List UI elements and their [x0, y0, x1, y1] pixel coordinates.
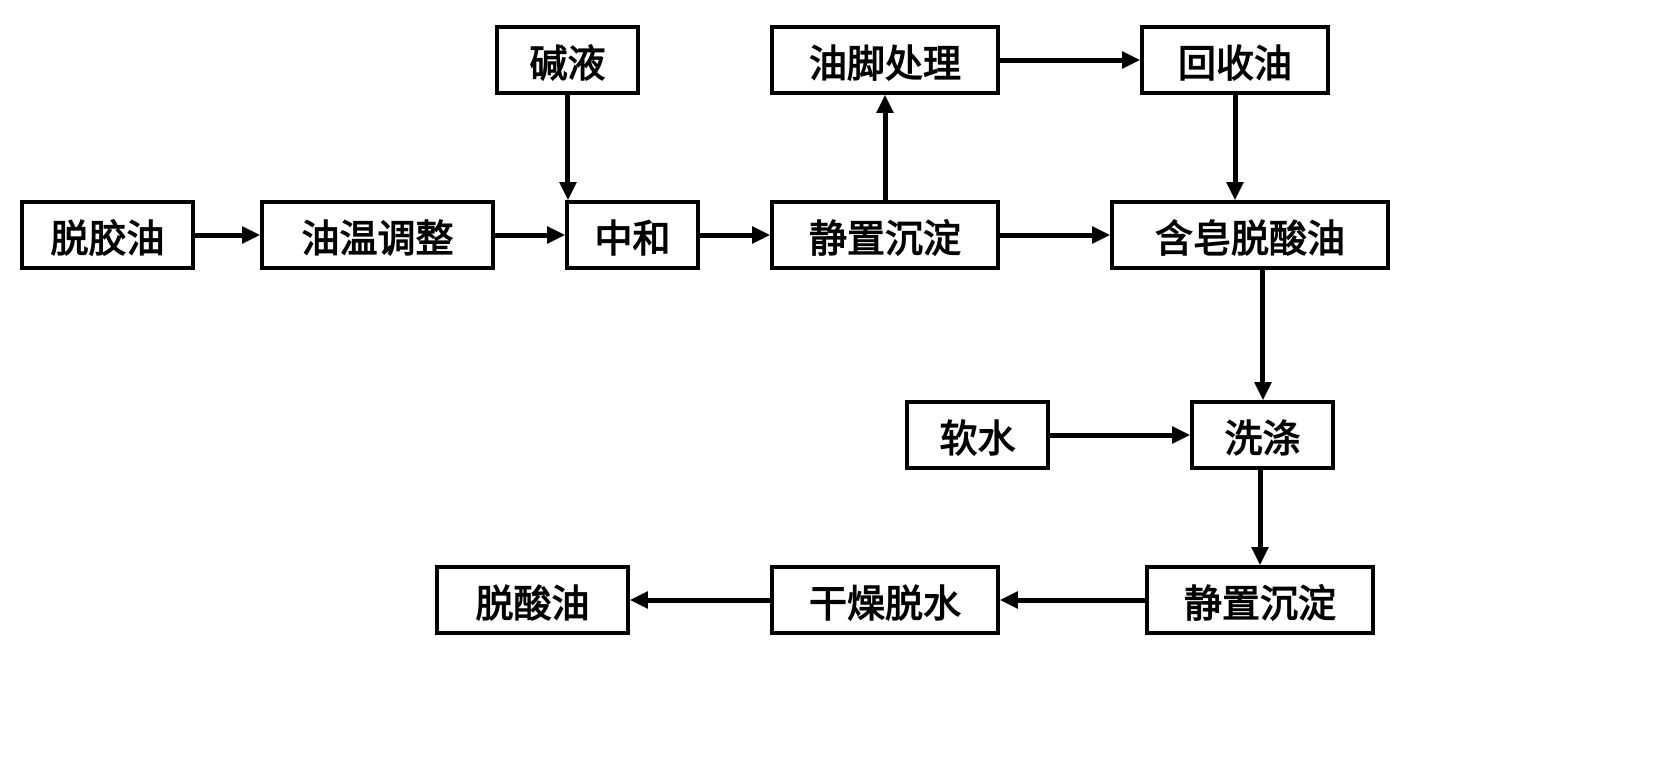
node-n2: 油温调整 — [260, 200, 495, 270]
node-n8_top: 回收油 — [1140, 25, 1330, 95]
node-n12: 干燥脱水 — [770, 565, 1000, 635]
node-n7: 含皂脱酸油 — [1110, 200, 1390, 270]
flowchart-container: 脱胶油油温调整中和碱液静置沉淀油脚处理含皂脱酸油回收油洗涤软水静置沉淀干燥脱水脱… — [0, 0, 1658, 761]
node-n9: 洗涤 — [1190, 400, 1335, 470]
node-n3: 中和 — [565, 200, 700, 270]
node-n5: 静置沉淀 — [770, 200, 1000, 270]
node-n10: 软水 — [905, 400, 1050, 470]
node-n4_top: 碱液 — [495, 25, 640, 95]
node-n11: 静置沉淀 — [1145, 565, 1375, 635]
node-n13: 脱酸油 — [435, 565, 630, 635]
node-n1: 脱胶油 — [20, 200, 195, 270]
node-n6_top: 油脚处理 — [770, 25, 1000, 95]
